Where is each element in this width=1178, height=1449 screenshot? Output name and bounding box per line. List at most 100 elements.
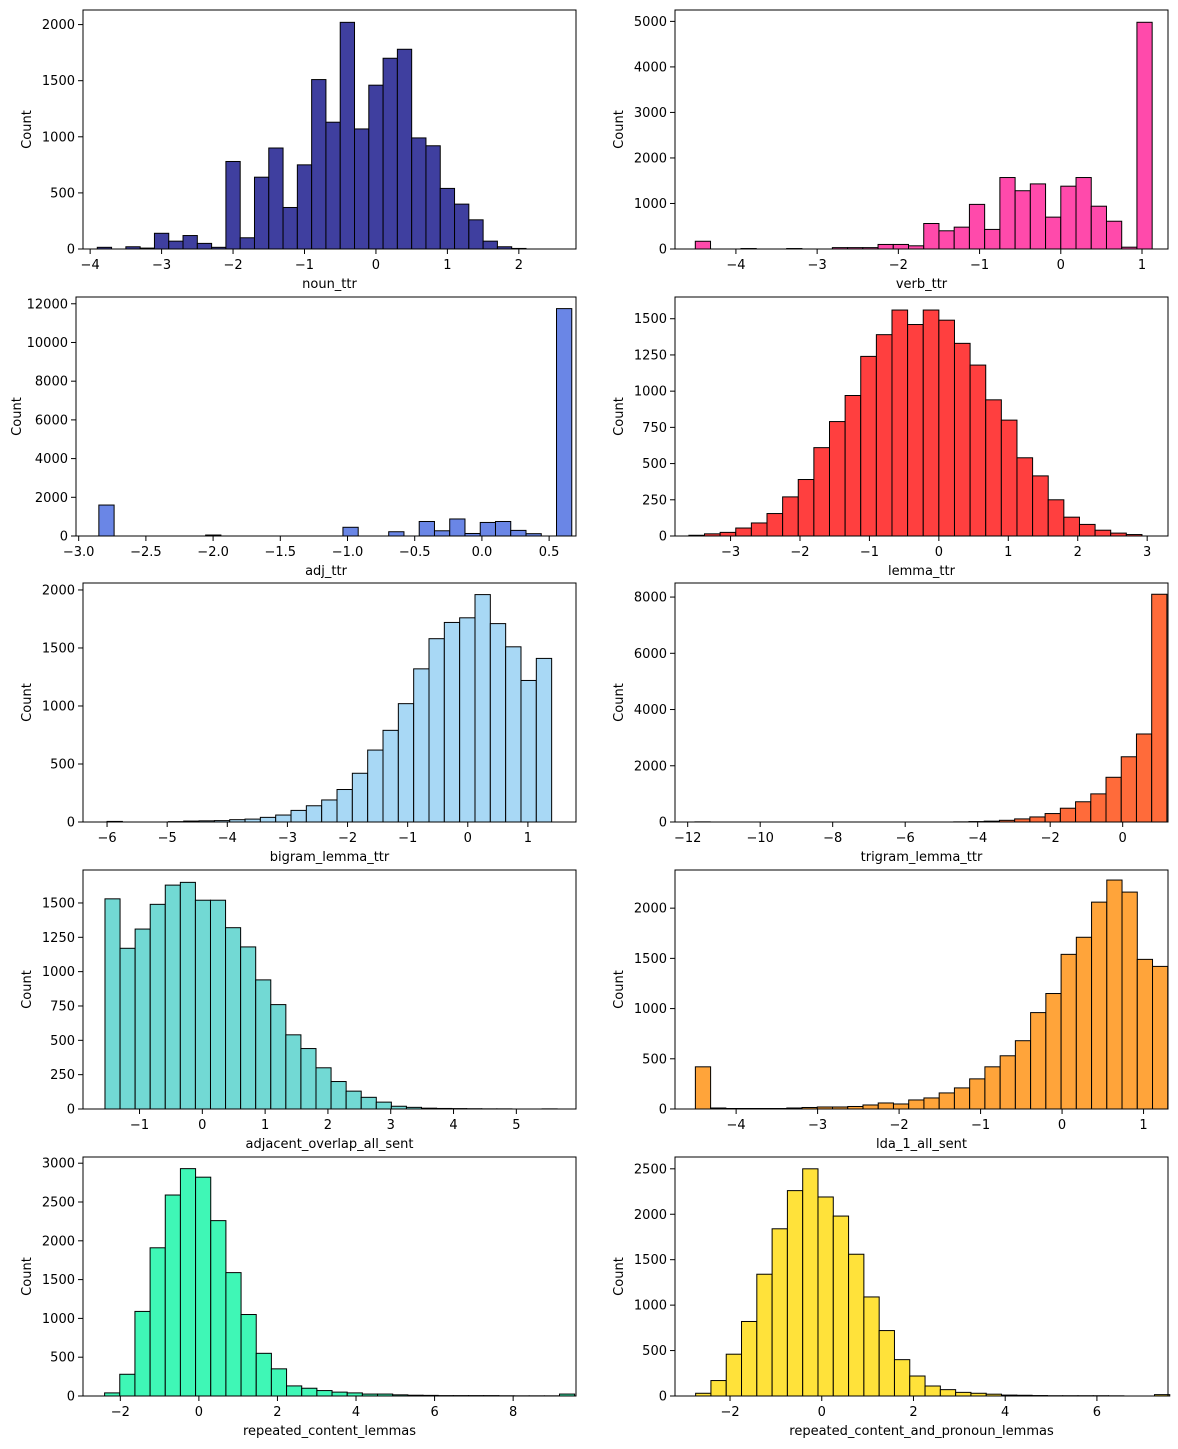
histogram-bar <box>382 729 399 823</box>
histogram-bar <box>860 355 877 537</box>
histogram-bar <box>813 447 830 537</box>
histogram-bar <box>225 927 242 1110</box>
x-tick-label: −4 <box>968 831 987 846</box>
histogram-bar <box>735 527 752 537</box>
histogram-bar <box>1016 457 1034 537</box>
histogram-bar <box>321 799 338 823</box>
histogram-bar <box>316 1390 333 1397</box>
histogram-bar <box>195 1176 212 1397</box>
histogram-bar <box>311 79 327 250</box>
y-tick-label: 0 <box>659 530 667 545</box>
y-tick-label: 0 <box>659 1390 667 1405</box>
histogram-bar <box>331 1391 348 1397</box>
x-tick-label: 5 <box>512 1118 520 1133</box>
y-tick-label: 1000 <box>42 699 75 714</box>
histogram-bar <box>182 235 198 250</box>
histogram-bar <box>367 749 384 823</box>
x-tick-label: 0 <box>935 545 943 560</box>
histogram-bar <box>149 903 166 1110</box>
x-tick-label: 0 <box>372 258 380 273</box>
histogram-bar <box>196 242 213 250</box>
y-tick-label: 6000 <box>35 413 68 428</box>
chart-panel-2: −4 −3 −2 −1 0 1 0 1000 2000 3000 4000 5000 verb_ttr C… <box>612 9 1169 292</box>
x-axis-label: bigram_lemma_ttr <box>270 850 390 865</box>
histogram-bar <box>832 1215 850 1397</box>
y-tick-label: 1500 <box>634 1253 667 1268</box>
y-tick-label: 1000 <box>634 1299 667 1314</box>
histogram-bar <box>909 1375 926 1397</box>
histogram-bar <box>439 187 456 250</box>
histogram-bar <box>1030 1012 1047 1110</box>
histogram-bar <box>360 1096 377 1110</box>
y-tick-label: 500 <box>642 1052 667 1067</box>
histogram-bar <box>449 518 466 537</box>
y-tick-label: 0 <box>67 816 75 831</box>
x-axis-label: lda_1_all_sent <box>876 1137 967 1152</box>
histogram-bar <box>1151 593 1168 823</box>
histogram-bar <box>1090 205 1107 250</box>
histogram-bar <box>719 531 737 537</box>
histogram-bar <box>270 1368 288 1397</box>
x-tick-label: −6 <box>97 831 116 846</box>
histogram-bar <box>878 1330 895 1397</box>
y-tick-label: 10000 <box>27 336 68 351</box>
y-tick-label: 500 <box>50 186 75 201</box>
y-tick-label: 3000 <box>634 106 667 121</box>
histogram-bar <box>782 496 799 537</box>
x-tick-label: 6 <box>430 1405 438 1420</box>
histogram-bar <box>413 668 430 823</box>
axes-frame <box>674 296 1169 537</box>
histogram-bar <box>922 309 940 537</box>
histogram-bar <box>1063 516 1080 537</box>
y-tick-label: 1500 <box>42 896 75 911</box>
x-tick-label: −12 <box>674 831 701 846</box>
x-tick-label: −1 <box>970 258 989 273</box>
y-tick-label: 0 <box>67 243 75 258</box>
x-tick-label: −10 <box>746 831 773 846</box>
histogram-bar <box>1105 776 1122 823</box>
histogram-bar <box>939 1389 957 1397</box>
histogram-bar <box>119 947 136 1110</box>
histogram-bar <box>296 164 313 250</box>
chart-panel-1: −4 −3 −2 −1 0 1 2 0 500 1000 1500 2000 noun_ttr Count <box>20 9 577 292</box>
histogram-bar <box>520 679 537 823</box>
x-tick-label: 1 <box>524 831 532 846</box>
histogram-bar <box>179 1168 197 1397</box>
y-axis-label: Count <box>20 1257 35 1296</box>
x-tick-label: 4 <box>1001 1405 1009 1420</box>
y-axis-label: Count <box>612 397 627 436</box>
x-tick-label: 1 <box>1004 545 1012 560</box>
histogram-bar <box>1078 523 1096 537</box>
x-tick-label: −1 <box>398 831 417 846</box>
histogram-bar <box>756 1273 773 1397</box>
histogram-bar <box>428 638 445 823</box>
x-tick-label: −3 <box>721 545 740 560</box>
histogram-bar <box>968 203 986 250</box>
histogram-bar <box>255 1352 272 1397</box>
y-tick-label: 0 <box>659 1103 667 1118</box>
histogram-bar <box>1136 958 1154 1110</box>
histogram-bar <box>1105 220 1123 250</box>
x-tick-label: 1 <box>1138 258 1146 273</box>
y-tick-label: 0 <box>659 243 667 258</box>
histogram-bar <box>953 1087 971 1110</box>
histogram-bar <box>877 1102 894 1110</box>
y-tick-label: 1500 <box>634 312 667 327</box>
y-tick-label: 1000 <box>634 1002 667 1017</box>
axes-frame <box>674 582 1169 823</box>
x-tick-label: −1.5 <box>265 545 297 560</box>
histogram-bar <box>382 57 398 250</box>
histogram-bar <box>194 899 211 1110</box>
y-tick-label: 1000 <box>42 1312 75 1327</box>
y-tick-label: 6000 <box>634 647 667 662</box>
histogram-bar <box>479 521 496 537</box>
histogram-bar <box>892 1103 910 1110</box>
y-axis-label: Count <box>612 1257 627 1296</box>
x-tick-label: 0 <box>818 1405 826 1420</box>
y-tick-label: 0 <box>67 1103 75 1118</box>
x-tick-label: −2 <box>790 545 809 560</box>
histogram-bar <box>535 657 553 823</box>
x-tick-label: 2 <box>273 1405 281 1420</box>
y-tick-label: 3000 <box>42 1157 75 1172</box>
histogram-bar <box>844 395 862 537</box>
